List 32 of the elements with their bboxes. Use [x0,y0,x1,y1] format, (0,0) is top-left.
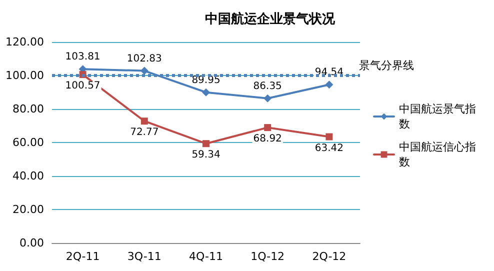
y-tick-label: 20.00 [12,203,44,216]
legend-label: 中国航运景气指数 [399,102,476,130]
data-label: 72.77 [130,127,159,138]
data-label: 86.35 [253,80,282,92]
y-tick-label: 120.00 [6,36,44,48]
data-label: 59.34 [192,150,220,161]
x-tick-label: 4Q-11 [189,250,223,263]
point [202,88,210,96]
y-tick-label: 80.00 [12,102,44,116]
x-tick-label: 3Q-11 [127,250,162,263]
point [264,124,272,132]
y-tick-label: 100.00 [6,69,44,82]
y-tick-label: 40.00 [12,170,44,182]
point [202,140,210,148]
x-tick-label: 2Q-12 [312,250,346,263]
data-label: 100.57 [65,80,100,92]
point [140,66,148,75]
data-label: 102.83 [126,53,162,64]
point [325,80,334,89]
x-tick-label: 1Q-12 [250,250,285,263]
chart-title: 中国航运企业景气状况 [205,11,336,27]
y-tick-label: 60.00 [12,136,44,149]
point [264,94,272,102]
ref-line-label: 景气分界线 [359,59,414,72]
y-tick-label: 0.00 [20,236,44,250]
x-tick-label: 2Q-11 [66,250,100,263]
point [140,118,148,125]
legend-label: 中国航运信心指数 [399,140,476,168]
data-label: 103.81 [65,52,100,63]
data-label: 63.42 [314,142,344,154]
data-label: 68.92 [253,134,282,145]
point [326,133,333,140]
